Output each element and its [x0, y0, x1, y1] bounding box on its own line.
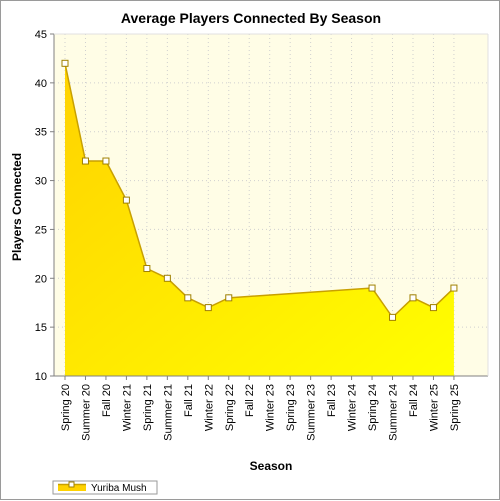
x-tick-label: Summer 24 — [388, 384, 400, 441]
data-point — [184, 294, 192, 302]
data-point — [225, 294, 233, 302]
y-tick-label: 30 — [35, 176, 47, 188]
data-point — [143, 265, 151, 273]
data-point — [368, 284, 376, 292]
data-point — [61, 59, 69, 67]
y-tick-label: 35 — [35, 127, 47, 139]
x-tick-label: Winter 21 — [121, 384, 133, 431]
y-axis-label: Players Connected — [10, 153, 24, 261]
y-tick-label: 20 — [35, 273, 47, 285]
data-point — [102, 157, 110, 165]
chart-title: Average Players Connected By Season — [121, 10, 381, 26]
x-tick-labels: Spring 20 Summer 20 Fall 20 Winter 21 Spring… — [60, 376, 461, 441]
y-tick-label: 10 — [35, 371, 47, 383]
x-tick-label: Winter 23 — [265, 384, 277, 431]
data-point — [429, 304, 437, 312]
data-point — [450, 284, 458, 292]
x-tick-label: Spring 21 — [142, 384, 154, 431]
legend-label: Yuriba Mush — [91, 483, 147, 494]
x-tick-label: Summer 20 — [80, 384, 92, 441]
x-tick-label: Spring 25 — [449, 384, 461, 431]
y-tick-labels: 10 15 20 25 30 35 40 45 — [35, 29, 54, 383]
x-tick-label: Fall 20 — [101, 384, 113, 417]
x-tick-label: Fall 22 — [244, 384, 256, 417]
x-tick-label: Summer 23 — [306, 384, 318, 441]
data-point — [409, 294, 417, 302]
x-tick-label: Fall 24 — [408, 384, 420, 417]
data-point — [204, 304, 212, 312]
series-area — [65, 63, 454, 377]
x-tick-label: Fall 21 — [183, 384, 195, 417]
y-tick-label: 45 — [35, 29, 47, 41]
x-tick-label: Summer 21 — [162, 384, 174, 441]
x-tick-label: Winter 25 — [428, 384, 440, 431]
y-tick-label: 15 — [35, 322, 47, 334]
x-axis-label: Season — [250, 459, 293, 473]
data-markers — [61, 59, 458, 321]
data-point — [122, 196, 130, 204]
y-tick-label: 40 — [35, 78, 47, 90]
legend: Yuriba Mush — [52, 480, 158, 495]
x-tick-label: Spring 24 — [367, 384, 379, 431]
y-tick-label: 25 — [35, 224, 47, 236]
x-tick-label: Spring 20 — [60, 384, 72, 431]
data-point — [389, 313, 397, 321]
data-point — [163, 274, 171, 282]
x-tick-label: Winter 24 — [347, 384, 359, 431]
legend-marker — [68, 481, 75, 488]
x-tick-label: Spring 22 — [224, 384, 236, 431]
data-point — [81, 157, 89, 165]
x-tick-label: Winter 22 — [203, 384, 215, 431]
x-tick-label: Fall 23 — [326, 384, 338, 417]
x-tick-label: Spring 23 — [285, 384, 297, 431]
